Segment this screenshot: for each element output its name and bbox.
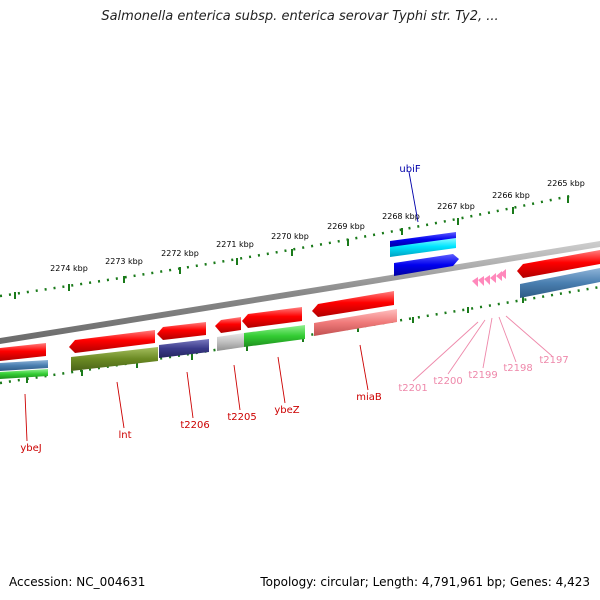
kbp-label-2269: 2269 kbp — [327, 222, 365, 231]
leader-t2201 — [412, 321, 479, 382]
leader-ybez — [277, 356, 286, 404]
gene-label-t2197: t2197 — [539, 355, 568, 366]
gene-label-miab: miaB — [356, 392, 382, 403]
gene-label-ubif: ubiF — [399, 164, 420, 175]
gene-label-ybej: ybeJ — [20, 443, 41, 454]
gene-t2206[interactable] — [159, 339, 209, 358]
kbp-label-2270: 2270 kbp — [271, 232, 309, 241]
gene-t2206-red[interactable] — [157, 322, 206, 340]
gene-ybez[interactable] — [244, 325, 305, 347]
gene-t2205-red[interactable] — [215, 317, 241, 333]
genome-info-label: Topology: circular; Length: 4,791,961 bp… — [260, 575, 590, 589]
leader-ubif — [408, 171, 419, 223]
trna-cluster[interactable] — [472, 269, 506, 287]
accession-label: Accession: NC_004631 — [9, 575, 146, 589]
leader-t2206 — [186, 371, 194, 419]
kbp-label-2273: 2273 kbp — [105, 257, 143, 266]
gene-label-t2199: t2199 — [468, 370, 497, 381]
leader-lnt — [116, 381, 125, 429]
gene-ubif[interactable] — [394, 254, 459, 276]
gene-label-lnt: lnt — [118, 430, 131, 441]
kbp-label-2271: 2271 kbp — [216, 240, 254, 249]
gene-ybej-red[interactable] — [0, 343, 46, 361]
gene-ubif-outer[interactable] — [390, 232, 456, 247]
leader-t2198 — [498, 316, 517, 363]
leader-ybej — [24, 393, 28, 442]
leader-t2205 — [233, 364, 241, 411]
gene-right-steel[interactable] — [520, 268, 600, 298]
gene-ybej-green[interactable] — [0, 369, 48, 379]
map-title: Salmonella enterica subsp. enterica sero… — [101, 9, 499, 24]
leader-t2197 — [505, 315, 553, 357]
genome-backbone — [0, 241, 600, 344]
kbp-label-2268: 2268 kbp — [382, 212, 420, 221]
gene-t2205[interactable] — [217, 333, 244, 351]
kbp-label-2274: 2274 kbp — [50, 264, 88, 273]
gene-label-t2205: t2205 — [227, 412, 256, 423]
gene-label-t2201: t2201 — [398, 383, 427, 394]
leader-t2200 — [447, 319, 486, 375]
outer-scale-dots — [0, 194, 571, 298]
gene-lnt-red[interactable] — [69, 330, 155, 353]
kbp-label-2266: 2266 kbp — [492, 191, 530, 200]
gene-miab[interactable] — [314, 309, 397, 336]
gene-lnt[interactable] — [71, 347, 158, 371]
gene-label-t2198: t2198 — [503, 363, 532, 374]
gene-ybez-red[interactable] — [242, 307, 302, 328]
gene-miab-red[interactable] — [312, 291, 394, 317]
outer-scale-ticks — [14, 196, 569, 299]
gene-right-red[interactable] — [517, 250, 600, 278]
inner-scale-dots — [0, 285, 600, 385]
leader-t2199 — [482, 317, 493, 369]
kbp-label-2267: 2267 kbp — [437, 202, 475, 211]
gene-ubif-cyan[interactable] — [390, 236, 456, 257]
leader-miab — [359, 344, 369, 391]
kbp-label-2265: 2265 kbp — [547, 179, 585, 188]
kbp-label-2272: 2272 kbp — [161, 249, 199, 258]
gene-ybej-steel[interactable] — [0, 360, 48, 371]
gene-label-ybez: ybeZ — [274, 405, 299, 416]
gene-label-t2206: t2206 — [180, 420, 209, 431]
gene-label-t2200: t2200 — [433, 376, 462, 387]
